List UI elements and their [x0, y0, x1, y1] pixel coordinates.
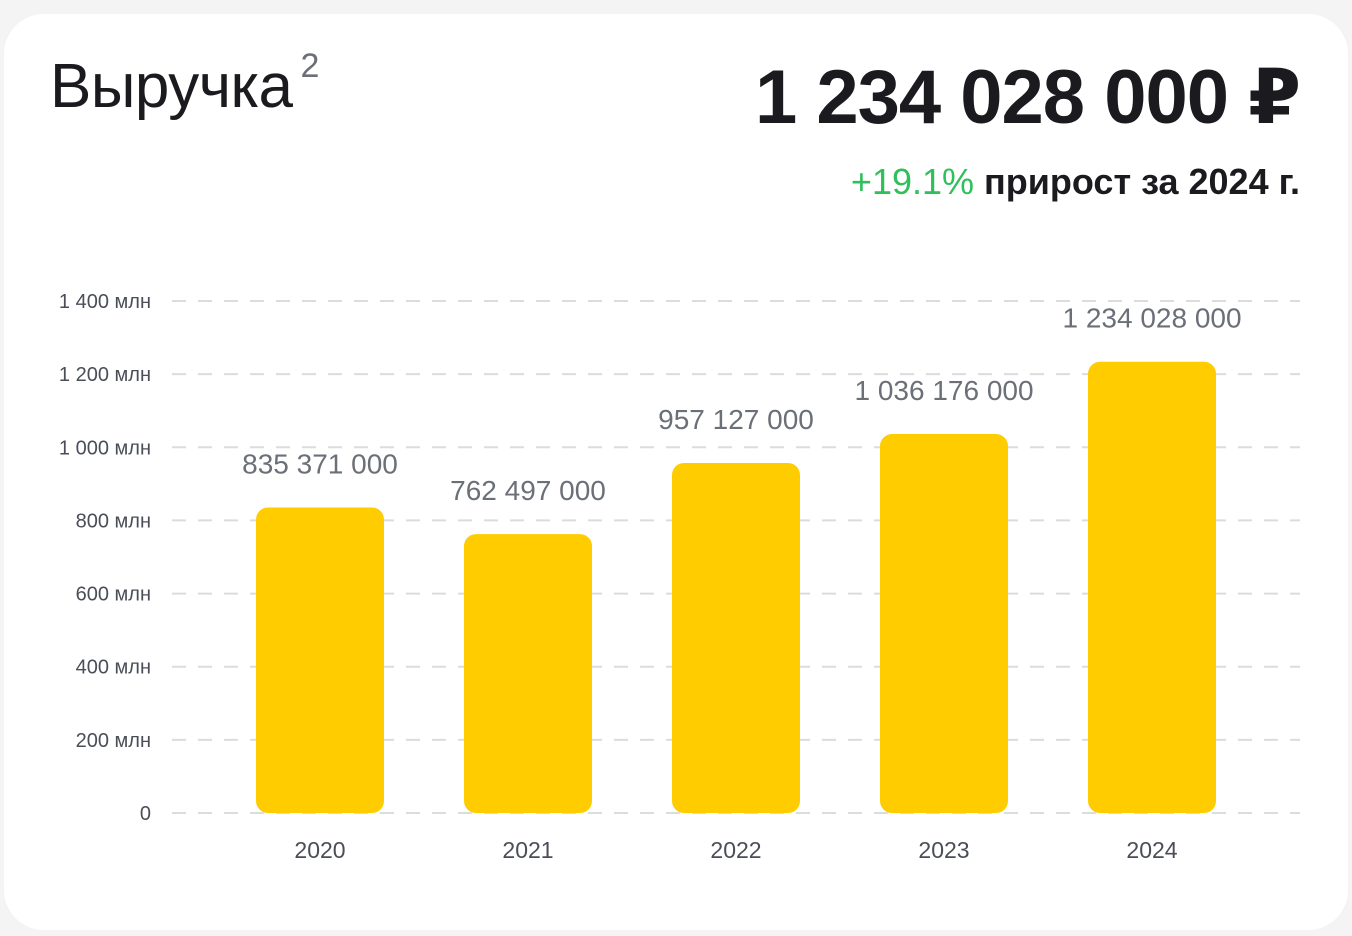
x-tick-label: 2023 [918, 837, 969, 863]
card-title-text: Выручка [50, 52, 293, 121]
bar [256, 507, 384, 813]
y-tick-label: 1 400 млн [59, 291, 151, 313]
card-title: Выручка 2 [50, 49, 319, 118]
total-revenue-value: 1 234 028 000 ₽ [754, 55, 1301, 140]
bar [672, 462, 800, 813]
x-tick-label: 2024 [1126, 837, 1177, 863]
x-tick-label: 2020 [294, 837, 345, 863]
bar [1088, 361, 1216, 813]
growth-description: прирост за 2024 г. [984, 161, 1300, 202]
y-tick-label: 800 млн [76, 510, 151, 532]
y-tick-label: 200 млн [76, 730, 151, 752]
bar [464, 534, 592, 813]
growth-summary: +19.1% прирост за 2024 г. [851, 164, 1300, 200]
y-tick-label: 1 000 млн [59, 437, 151, 459]
bar-value-label: 762 497 000 [450, 475, 606, 506]
growth-percentage: +19.1% [850, 161, 975, 202]
bar-value-label: 1 234 028 000 [1062, 303, 1241, 334]
x-tick-label: 2021 [502, 837, 553, 863]
y-tick-label: 400 млн [76, 657, 151, 679]
x-tick-label: 2022 [710, 837, 761, 863]
bar [880, 434, 1008, 813]
bar-value-label: 1 036 176 000 [854, 375, 1033, 406]
bar-value-label: 835 371 000 [242, 448, 398, 479]
y-tick-label: 600 млн [76, 584, 151, 606]
y-tick-label: 1 200 млн [59, 364, 151, 386]
title-footnote-marker[interactable]: 2 [300, 47, 319, 85]
bar-value-label: 957 127 000 [658, 404, 814, 435]
y-tick-label: 0 [140, 803, 151, 825]
